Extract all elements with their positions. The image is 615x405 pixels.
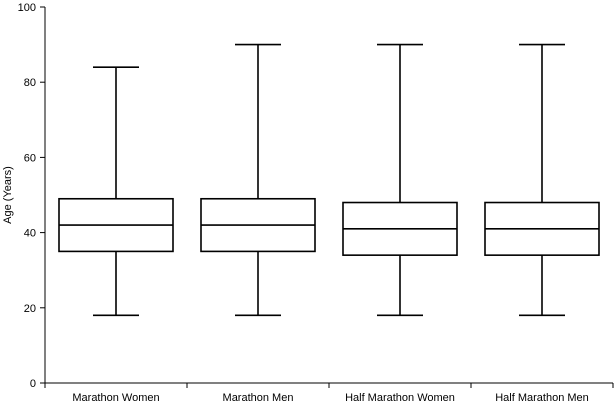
y-tick-label: 40 — [24, 228, 36, 240]
x-category-label: Half Marathon Women — [345, 392, 455, 404]
y-tick-label: 80 — [24, 77, 36, 89]
x-category-label: Marathon Men — [223, 392, 294, 404]
x-axis: Marathon Women Marathon Men Half Marathon … — [44, 382, 614, 404]
box-series — [58, 43, 600, 317]
y-tick-label: 60 — [24, 152, 36, 164]
y-tick-label: 100 — [18, 2, 36, 14]
y-axis-title: Age (Years) — [2, 166, 14, 224]
box-marathon-women — [58, 66, 174, 317]
x-category-label: Marathon Women — [72, 392, 159, 404]
x-category-label: Half Marathon Men — [495, 392, 589, 404]
y-axis: 0 20 40 60 80 100 — [18, 2, 46, 390]
y-tick-label: 20 — [24, 303, 36, 315]
box-marathon-men — [200, 43, 316, 317]
y-tick-label: 0 — [30, 378, 36, 390]
box-half-marathon-women — [342, 43, 458, 317]
box-half-marathon-men — [484, 43, 600, 317]
